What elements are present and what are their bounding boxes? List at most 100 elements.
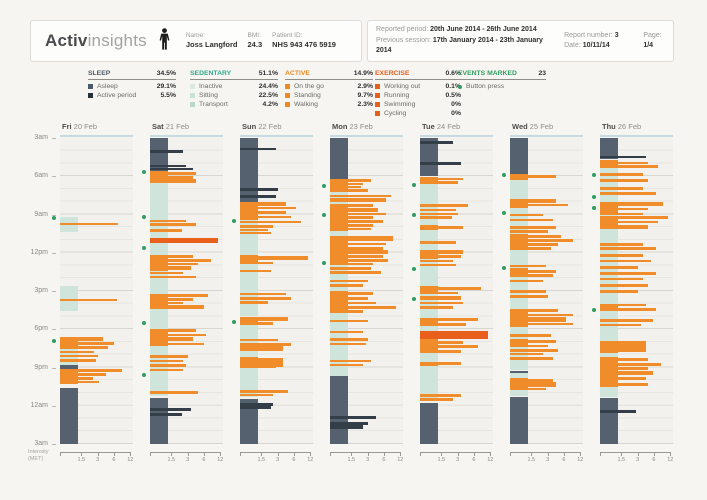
date-label: Date: [564,42,581,49]
timeline-segment-sedentary [510,390,528,396]
intensity-axis-tick [441,452,443,456]
legend-item-value: 22.5% [258,92,278,99]
intensity-bar-active [420,394,461,397]
timeline-segment-active [600,201,618,214]
intensity-bar-active [330,262,373,266]
intensity-bar-sleep-active [240,195,276,198]
intensity-bar-active [510,247,551,250]
intensity-axis-tick [563,452,565,456]
intensity-bar-active [60,354,98,358]
timeline-segment-sleep [510,396,528,444]
intensity-bar-active [240,316,288,322]
legend-item: Asleep 29.1% [88,83,176,90]
timeline-segment-sedentary [420,325,438,331]
day-name: Sun [242,122,257,131]
intensity-bar-active [330,342,366,346]
legend-swatch-icon [285,84,290,89]
intensity-axis-tick-label: 3 [636,457,640,463]
reported-period-label: Reported period: [376,26,429,34]
intensity-bar-active [600,323,641,327]
intensity-bar-active [510,279,543,283]
button-press-event-marker [592,172,596,177]
intensity-bar-active [240,393,273,397]
header-report-box: Reported period: 20th June 2014 - 26th J… [367,20,674,62]
legend-item: Standing 9.7% [285,92,373,99]
intensity-bar-active [330,189,368,192]
legend-item-value: 9.7% [357,92,374,99]
name-value: Joss Langford [185,40,238,50]
intensity-bar-active [600,357,648,361]
activity-chart: Intensity (MET) 3am 6am 9am 12pm 3pm 6pm 9pm 12… [0,122,707,492]
intensity-axis-tick-label: 1.5 [347,457,356,463]
legend-title: ACTIVE 14.9% [285,70,373,80]
intensity-bar-active [240,343,291,346]
intensity-bar-active [150,298,193,301]
legend-title-value: 0.6% [445,70,462,77]
intensity-bar-active [240,215,291,219]
day-name: Mon [332,122,348,131]
intensity-bar-sleep-active [330,422,368,425]
intensity-axis: 1.5 3 6 12 [600,452,673,463]
timeline-segment-sedentary [420,366,438,401]
day-topline [420,135,493,137]
intensity-bar-sleep-active [240,188,278,191]
timeline-segment-active [60,368,78,385]
intensity-bar-active [330,292,373,295]
legend-swatch-icon [88,84,93,89]
intensity-bar-active [600,187,643,190]
intensity-bar-active [330,296,368,301]
intensity-axis-tick-label: 1.5 [167,457,176,463]
intensity-bar-active [330,363,363,367]
timeline-segment-sleep [60,364,78,369]
legend-item-value: 0.1% [445,83,462,90]
intensity-bar-active [150,342,204,346]
intensity-bar-sleep-active [150,413,182,416]
intensity-bar-active [150,271,183,275]
legend-item-label: Running [384,92,410,99]
timeline-segment-sleep [420,403,438,444]
timeline-segment-active [240,201,258,220]
person-icon [159,27,170,55]
intensity-bar-active [240,220,301,224]
legend-item: Cycling 0% [375,110,461,117]
legend-title-text: EVENTS MARKED [458,70,517,77]
timeline-segment-active [420,285,438,294]
day-plot [600,138,673,444]
day-label: Tue 24 Feb [422,122,461,131]
intensity-bar-active [510,317,566,323]
date-value: 10/11/14 [582,42,610,49]
intensity-bar-active [600,165,658,169]
time-label: 12am [30,401,48,409]
timeline-segment-active [330,291,348,312]
previous-session-value: 17th January 2014 - 23th January 2014 [376,36,543,55]
timeline-segment-sedentary [510,180,528,202]
intensity-axis-tick-label: 6 [112,457,116,463]
intensity-axis-tick-label: 1.5 [77,457,86,463]
intensity-bar-active [600,266,638,269]
button-press-event-marker [502,211,506,216]
header-patient-box: Activinsights Name: Joss Langford BMI: 2… [30,20,362,62]
activinsights-logo: Activinsights [45,31,147,51]
legend-title-text: SLEEP [88,70,111,77]
legend-item-value: 2.3% [357,101,374,108]
intensity-bar-active [240,338,278,342]
intensity-bar-active [600,254,643,258]
timeline-segment-sedentary [510,326,528,340]
day-label: Wed 25 Feb [512,122,554,131]
legend-title-text: ACTIVE [285,70,310,77]
intensity-axis-tick-label: 1.5 [437,457,446,463]
legend-item: Sitting 22.5% [190,92,278,99]
day-label: Thu 26 Feb [602,122,642,131]
intensity-axis-tick [510,452,511,456]
logo-part2: insights [87,31,147,50]
intensity-bar-active [600,243,643,246]
intensity-axis-tick-label: 1.5 [257,457,266,463]
button-press-event-marker [322,212,326,217]
intensity-bar-active [510,339,556,343]
button-press-event-marker [142,320,146,325]
intensity-axis-tick [220,452,222,456]
legend-title: EXERCISE 0.6% [375,70,461,80]
intensity-bar-active [510,243,558,246]
intensity-bar-active [600,191,656,195]
intensity-bar-sleep-active [150,167,193,171]
